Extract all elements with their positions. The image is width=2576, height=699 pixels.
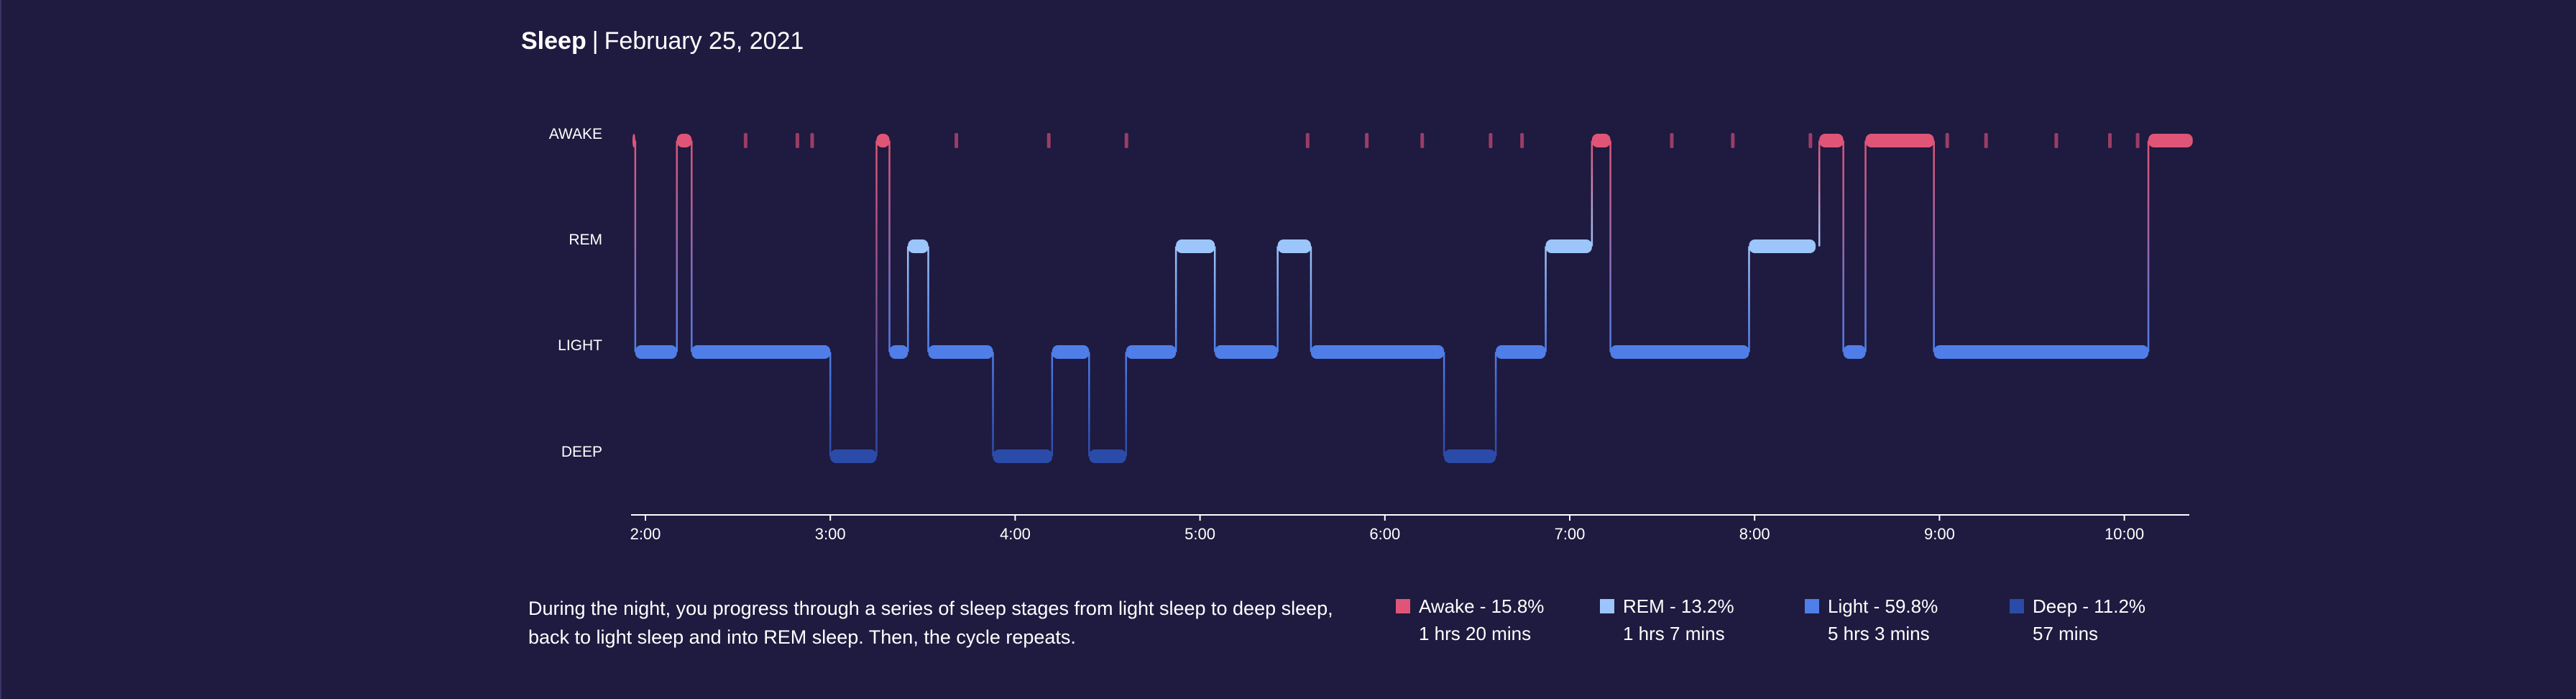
- stage-label-rem: REM: [569, 232, 602, 248]
- x-tick-label: 8:00: [1739, 525, 1770, 543]
- awake-tick: [1945, 133, 1949, 148]
- segment-light: [1843, 345, 1866, 359]
- awake-tick: [2054, 133, 2058, 148]
- segment-light: [635, 345, 677, 359]
- legend-rem-label: REM - 13.2%: [1623, 595, 1734, 617]
- awake-tick: [1670, 133, 1674, 148]
- segment-awake: [2148, 134, 2193, 147]
- awake-tick: [1520, 133, 1524, 148]
- title-separator: |: [592, 27, 599, 55]
- awake-tick: [2108, 133, 2112, 148]
- x-tick-label: 10:00: [2104, 525, 2144, 543]
- segment-rem: [1545, 239, 1592, 253]
- segment-light: [691, 345, 831, 359]
- awake-tick: [1365, 133, 1369, 148]
- segment-awake: [632, 134, 635, 147]
- segment-light: [889, 345, 908, 359]
- chart-description: During the night, you progress through a…: [528, 598, 1333, 648]
- segment-light: [1126, 345, 1177, 359]
- title-date: February 25, 2021: [604, 27, 804, 55]
- awake-tick: [795, 133, 799, 148]
- awake-tick: [1305, 133, 1310, 148]
- x-tick-label: 6:00: [1369, 525, 1400, 543]
- legend-rem-duration: 1 hrs 7 mins: [1623, 623, 1725, 644]
- segment-light: [928, 345, 993, 359]
- x-tick-label: 2:00: [630, 525, 661, 543]
- segment-light: [1933, 345, 2149, 359]
- x-tick-label: 3:00: [815, 525, 846, 543]
- sleep-stage-chart: AWAKE REM LIGHT DEEP 2:00 3:00 4:00 5:00 6:00 7:0…: [549, 126, 2193, 543]
- legend-awake-swatch: [1396, 599, 1410, 613]
- segment-awake: [676, 134, 692, 147]
- stage-label-deep: DEEP: [561, 444, 602, 460]
- segment-awake: [1865, 134, 1934, 147]
- legend-deep: Deep - 11.2% 57 mins: [2010, 594, 2145, 645]
- legend-rem: REM - 13.2% 1 hrs 7 mins: [1600, 594, 1734, 645]
- legend-light-duration: 5 hrs 3 mins: [1828, 623, 1930, 644]
- legend-deep-swatch: [2010, 599, 2024, 613]
- segment-light: [1496, 345, 1546, 359]
- awake-tick: [1124, 133, 1128, 148]
- legend-light-label: Light - 59.8%: [1828, 595, 1938, 617]
- awake-tick: [810, 133, 814, 148]
- awake-tick: [1808, 133, 1813, 148]
- segment-deep: [993, 449, 1052, 463]
- segment-awake: [876, 134, 890, 147]
- segment-light: [1052, 345, 1090, 359]
- legend-awake-label: Awake - 15.8%: [1419, 595, 1545, 617]
- awake-tick: [2135, 133, 2140, 148]
- segment-deep: [830, 449, 877, 463]
- x-tick-label: 5:00: [1184, 525, 1215, 543]
- segment-awake: [1819, 134, 1844, 147]
- title-label: Sleep: [521, 27, 586, 55]
- x-tick-label: 4:00: [1000, 525, 1031, 543]
- page-title: Sleep | February 25, 2021: [521, 27, 804, 55]
- segment-rem: [1277, 239, 1311, 253]
- legend-deep-label: Deep - 11.2%: [2033, 595, 2146, 617]
- segment-rem: [1749, 239, 1816, 253]
- segment-light: [1215, 345, 1278, 359]
- legend-awake: Awake - 15.8% 1 hrs 20 mins: [1396, 594, 1544, 645]
- legend-awake-duration: 1 hrs 20 mins: [1419, 623, 1532, 644]
- awake-tick: [1731, 133, 1735, 148]
- x-tick-label: 7:00: [1555, 525, 1586, 543]
- segment-rem: [908, 239, 929, 253]
- awake-tick: [743, 133, 748, 148]
- legend-light-swatch: [1805, 599, 1819, 613]
- segment-deep: [1444, 449, 1496, 463]
- segment-awake: [1591, 134, 1611, 147]
- legend-deep-duration: 57 mins: [2033, 623, 2099, 644]
- segment-deep: [1089, 449, 1126, 463]
- awake-tick: [1046, 133, 1051, 148]
- legend-rem-swatch: [1600, 599, 1614, 613]
- x-tick-label: 9:00: [1924, 525, 1955, 543]
- awake-tick: [1420, 133, 1425, 148]
- segment-light: [1310, 345, 1445, 359]
- awake-tick: [1984, 133, 1988, 148]
- awake-tick: [954, 133, 959, 148]
- segment-light: [1610, 345, 1749, 359]
- stage-label-awake: AWAKE: [549, 126, 602, 142]
- legend-light: Light - 59.8% 5 hrs 3 mins: [1805, 594, 1938, 645]
- stage-label-light: LIGHT: [558, 337, 602, 354]
- awake-tick: [1489, 133, 1493, 148]
- segment-rem: [1176, 239, 1215, 253]
